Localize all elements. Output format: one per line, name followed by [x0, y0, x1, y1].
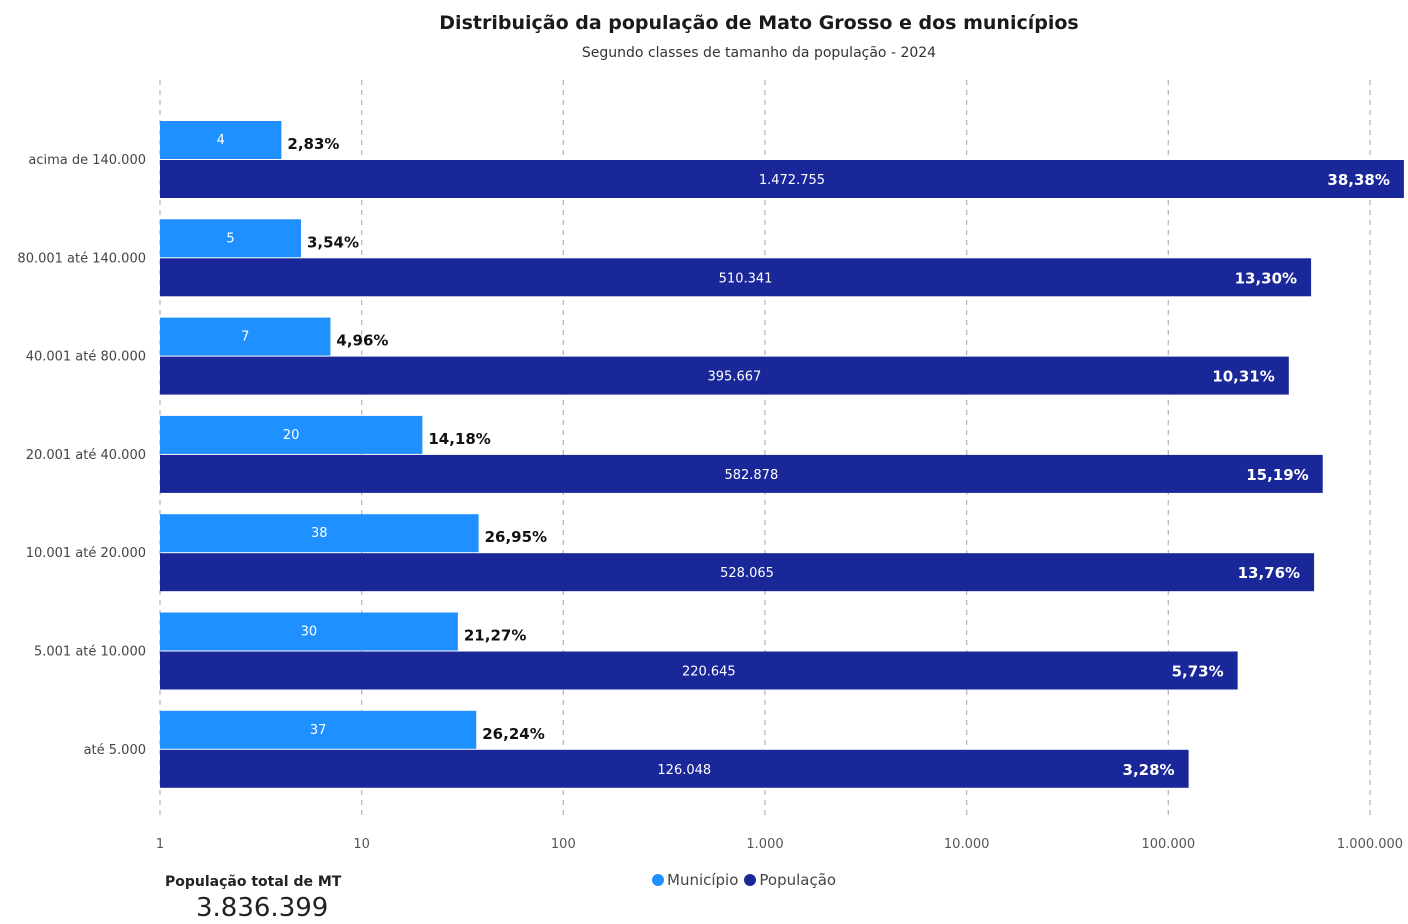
x-tick-label: 1.000.000: [1337, 837, 1403, 852]
bar-municipio-value: 20: [283, 428, 300, 443]
bar-populacao[interactable]: [160, 258, 1312, 297]
bar-populacao-percent: 13,30%: [1235, 269, 1297, 287]
category-label: 20.001 até 40.000: [26, 448, 146, 463]
legend-dot-populacao: [744, 874, 757, 886]
x-tick-label: 1: [156, 837, 164, 852]
total-population-label: População total de MT: [165, 874, 342, 890]
bars: [160, 121, 1404, 788]
bar-populacao[interactable]: [160, 160, 1404, 198]
legend-label-municipio: Município: [667, 871, 739, 889]
bar-populacao-percent: 38,38%: [1327, 171, 1389, 189]
bar-populacao-value: 510.341: [719, 271, 773, 286]
bar-populacao[interactable]: [160, 651, 1238, 690]
category-label: 5.001 até 10.000: [34, 645, 146, 660]
chart-subtitle: Segundo classes de tamanho da população …: [581, 45, 937, 61]
bar-municipio[interactable]: [160, 317, 331, 356]
legend-dot-municipio: [652, 874, 664, 886]
bar-populacao-value: 126.048: [657, 763, 711, 778]
bar-municipio[interactable]: [160, 219, 301, 258]
category-label: 40.001 até 80.000: [26, 350, 146, 365]
bar-municipio[interactable]: [160, 612, 458, 651]
bar-municipio-percent: 26,24%: [482, 725, 544, 743]
x-tick-label: 1.000: [746, 837, 783, 852]
bar-populacao-value: 220.645: [682, 665, 736, 680]
x-tick-label: 10: [353, 837, 370, 852]
bar-municipio-percent: 2,83%: [287, 135, 339, 153]
legend-label-populacao: População: [759, 871, 837, 889]
bar-municipio-percent: 26,95%: [485, 528, 547, 546]
bar-populacao[interactable]: [160, 749, 1189, 788]
bar-populacao-percent: 15,19%: [1246, 466, 1308, 484]
legend-item-municipio[interactable]: Município: [652, 871, 738, 889]
bar-chart: 1 10 100 1.000 10.000 100.000 1.000.000 acima d…: [17, 80, 1404, 852]
bar-populacao-value: 1.472.755: [759, 173, 825, 188]
total-population-value: 3.836.399: [196, 893, 329, 923]
bar-municipio-percent: 21,27%: [464, 627, 526, 645]
bar-municipio-value: 4: [217, 133, 225, 148]
chart-title: Distribuição da população de Mato Grosso…: [439, 12, 1079, 34]
bar-populacao-percent: 13,76%: [1238, 564, 1300, 582]
bar-municipio[interactable]: [160, 121, 282, 159]
bar-populacao-percent: 5,73%: [1172, 663, 1224, 681]
legend: Município População: [652, 871, 842, 889]
legend-item-populacao[interactable]: População: [744, 871, 836, 889]
x-tick-label: 100.000: [1141, 837, 1195, 852]
bar-municipio-value: 5: [226, 231, 234, 246]
category-label: até 5.000: [84, 743, 146, 758]
category-label: 80.001 até 140.000: [17, 251, 146, 266]
bar-municipio[interactable]: [160, 710, 477, 749]
bar-municipio-value: 37: [310, 723, 327, 738]
bar-municipio-percent: 14,18%: [428, 430, 490, 448]
x-tick-label: 10.000: [944, 837, 990, 852]
category-label: acima de 140.000: [28, 153, 146, 168]
bar-municipio-value: 7: [241, 330, 249, 345]
grid-lines: [159, 80, 1371, 818]
bar-municipio-value: 30: [301, 625, 318, 640]
bar-municipio[interactable]: [160, 415, 423, 454]
labels: 1 10 100 1.000 10.000 100.000 1.000.000 acima d…: [17, 133, 1403, 852]
bar-municipio[interactable]: [160, 514, 479, 553]
bar-populacao-value: 395.667: [708, 370, 762, 385]
bar-populacao-percent: 10,31%: [1212, 368, 1274, 386]
x-tick-label: 100: [551, 837, 576, 852]
bar-populacao[interactable]: [160, 454, 1323, 493]
bar-municipio-value: 38: [311, 526, 328, 541]
bar-populacao-value: 582.878: [724, 468, 778, 483]
category-label: 10.001 até 20.000: [26, 546, 146, 561]
bar-populacao[interactable]: [160, 553, 1315, 592]
bar-populacao[interactable]: [160, 356, 1289, 395]
bar-municipio-percent: 4,96%: [336, 332, 388, 350]
bar-populacao-percent: 3,28%: [1123, 761, 1175, 779]
bar-municipio-percent: 3,54%: [307, 233, 359, 251]
bar-populacao-value: 528.065: [720, 566, 774, 581]
